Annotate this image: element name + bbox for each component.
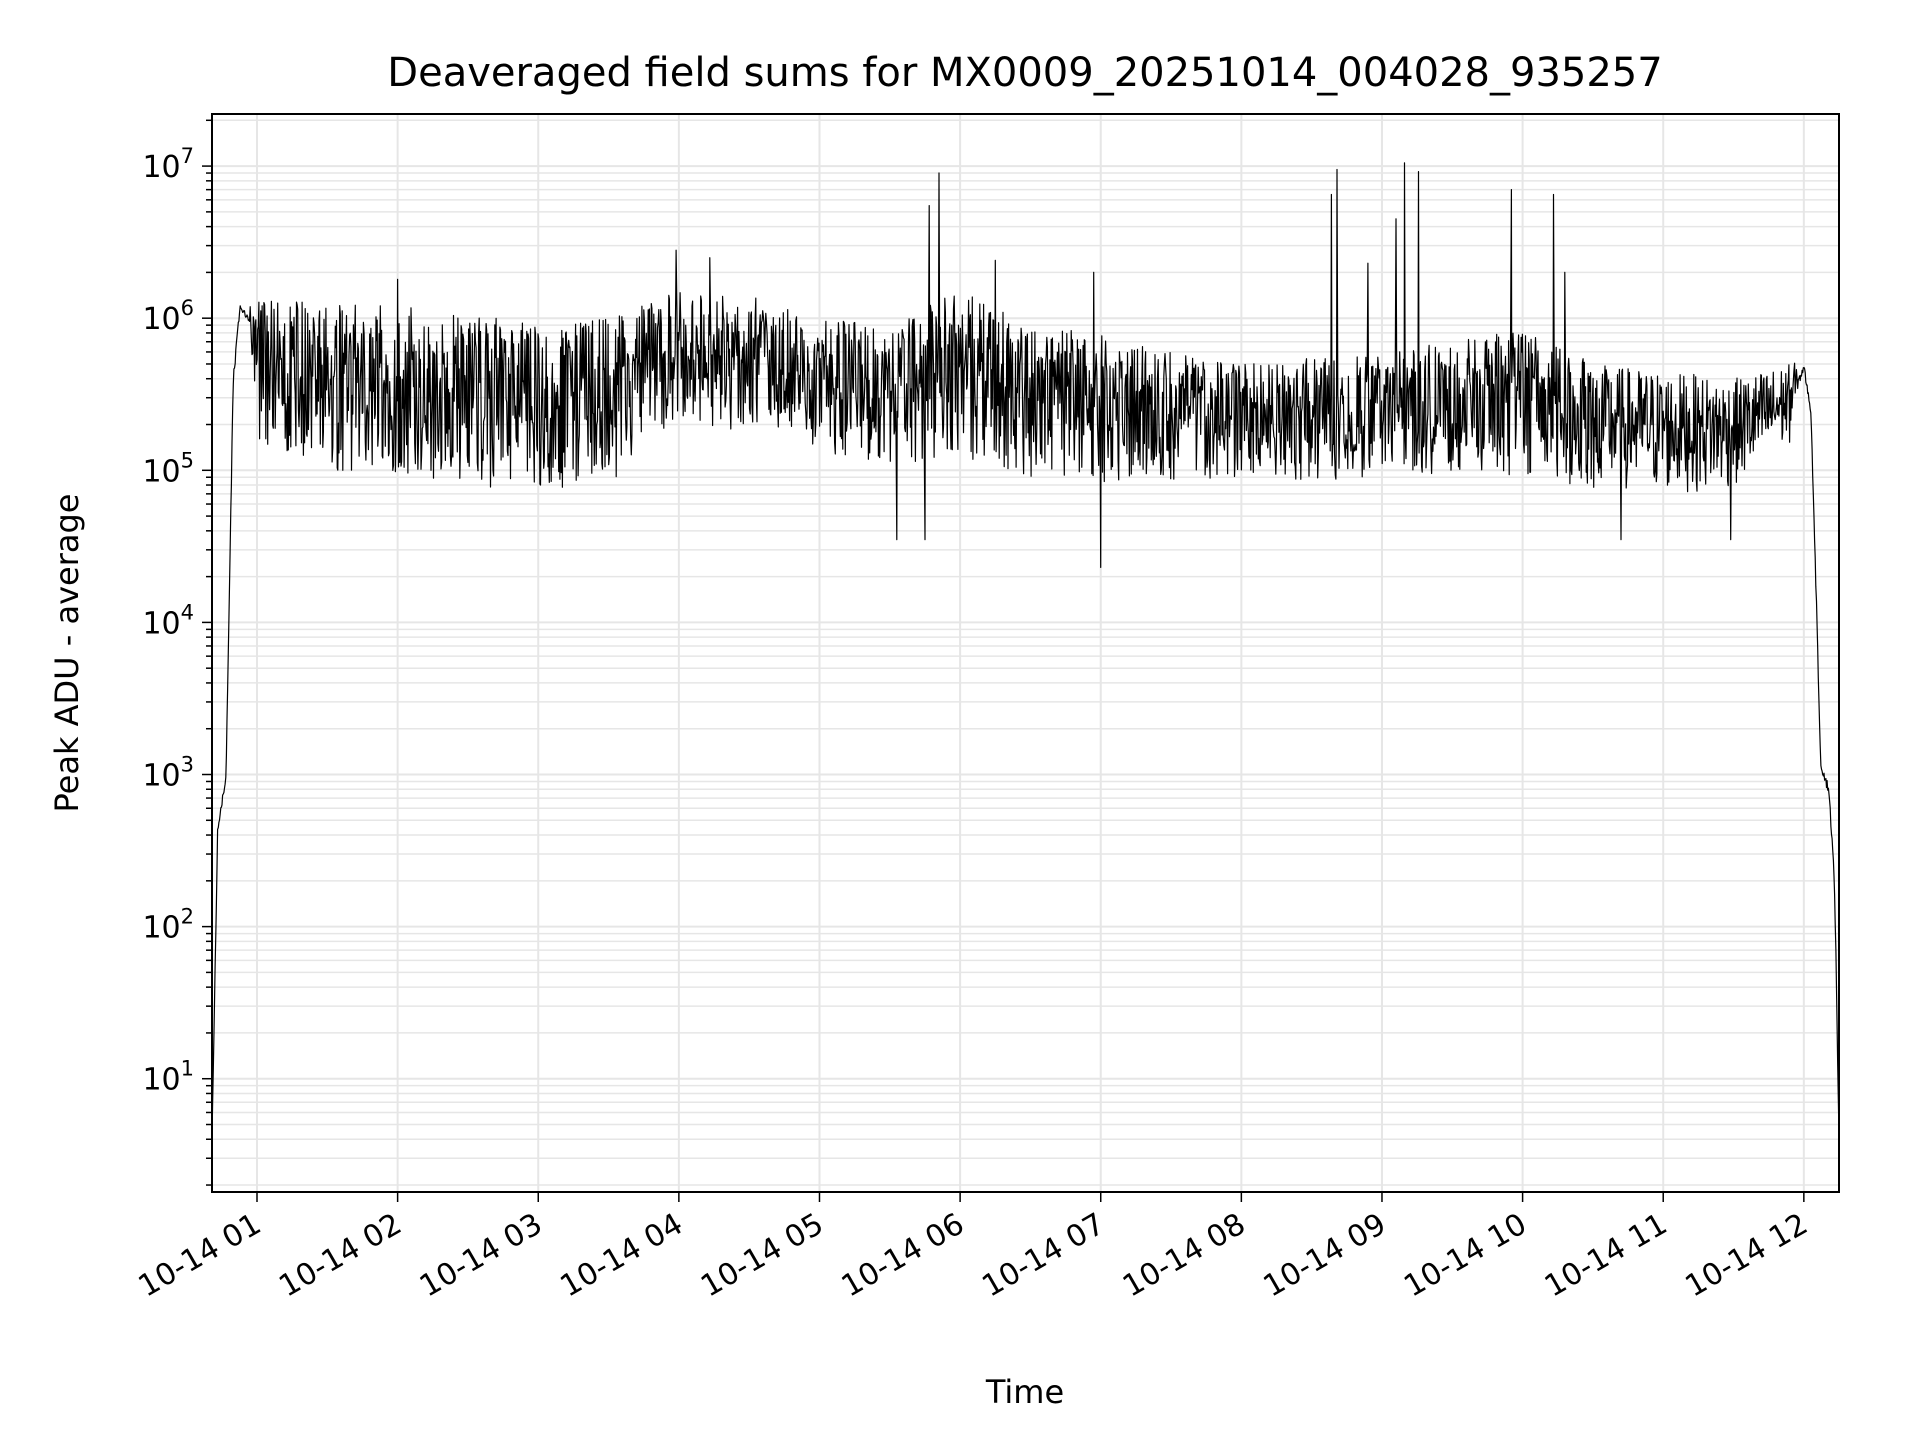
y-axis-label: Peak ADU - average (48, 494, 86, 813)
peak-adu-series-line (211, 162, 1840, 1140)
x-axis-ticks: 10-14 01 10-14 02 10-14 03 10-14 04 10-14 05… (133, 1192, 1814, 1304)
x-tick-label: 10-14 05 (695, 1207, 829, 1305)
y-tick-label: 106 (142, 296, 194, 337)
y-tick-label: 102 (142, 905, 194, 946)
x-tick-label: 10-14 04 (555, 1207, 689, 1305)
x-tick-label: 10-14 06 (836, 1207, 970, 1305)
y-tick-label: 104 (142, 600, 194, 641)
plot-frame (211, 113, 1840, 1193)
grid-lines (212, 114, 1839, 1192)
data-series (211, 162, 1840, 1140)
y-axis-ticks: 101 102 103 104 105 106 107 (142, 119, 212, 1186)
x-tick-label: 10-14 11 (1539, 1207, 1673, 1305)
y-tick-label: 107 (142, 144, 194, 185)
chart-title: Deaveraged field sums for MX0009_2025101… (387, 50, 1662, 96)
x-tick-label: 10-14 03 (414, 1207, 548, 1305)
x-tick-label: 10-14 07 (976, 1207, 1110, 1305)
y-tick-label: 103 (142, 753, 194, 794)
y-tick-label: 101 (142, 1057, 194, 1098)
y-tick-label: 105 (142, 448, 194, 489)
x-tick-label: 10-14 08 (1117, 1207, 1251, 1305)
x-tick-label: 10-14 01 (133, 1207, 267, 1305)
x-tick-label: 10-14 12 (1680, 1207, 1814, 1305)
x-axis-label: Time (985, 1373, 1064, 1411)
x-tick-label: 10-14 09 (1258, 1207, 1392, 1305)
x-tick-label: 10-14 02 (273, 1207, 407, 1305)
x-tick-label: 10-14 10 (1398, 1207, 1532, 1305)
